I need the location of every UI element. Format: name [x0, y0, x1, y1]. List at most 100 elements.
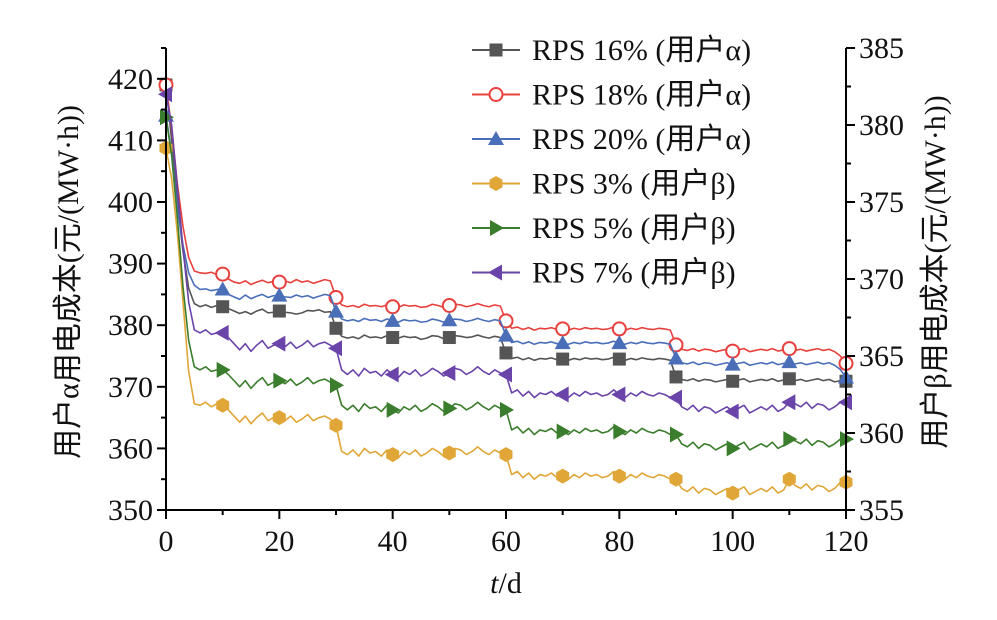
series-point: [385, 299, 401, 315]
series-point: [612, 468, 626, 484]
series-point: [783, 431, 798, 448]
x-tick-label: 80: [604, 525, 634, 558]
x-axis-title-italic: t: [490, 567, 499, 600]
series-point: [611, 386, 626, 403]
series-point: [499, 346, 513, 360]
y-right-tick-label: 360: [859, 417, 904, 450]
series-4: [160, 109, 854, 457]
legend-label: RPS 18% (用户α): [532, 79, 751, 112]
series-point: [499, 447, 513, 463]
series-point: [670, 426, 684, 443]
y-right-tick-label: 380: [859, 109, 904, 142]
series-point: [328, 303, 344, 318]
series-point: [272, 304, 286, 318]
y-right-tick-label: 365: [859, 340, 904, 373]
series-point: [216, 397, 230, 413]
series-point: [668, 350, 684, 365]
series-point: [726, 485, 740, 501]
series-point: [386, 401, 401, 418]
y-right-tick-label: 370: [859, 263, 904, 296]
series-3: [159, 140, 853, 501]
series-point: [272, 410, 286, 426]
y-right-tick-label: 385: [859, 32, 904, 65]
series-point: [782, 372, 796, 386]
series-point: [273, 372, 288, 389]
x-axis-title: t/d: [490, 567, 522, 600]
plot-area: [158, 77, 854, 501]
series-point: [498, 327, 514, 342]
legend-marker: [489, 43, 503, 57]
y-left-tick-label: 370: [108, 371, 153, 404]
series-point: [329, 417, 343, 433]
series-point: [442, 331, 456, 345]
x-axis-title-unit: /d: [499, 567, 522, 600]
legend-entry-0: RPS 16% (用户α): [472, 34, 751, 67]
series-point: [613, 423, 628, 440]
x-tick-label: 60: [491, 525, 521, 558]
series-point: [611, 335, 628, 350]
series-point: [386, 447, 400, 463]
legend-entry-2: RPS 20% (用户α): [472, 123, 751, 156]
series-point: [669, 471, 683, 487]
y-left-tick-label: 350: [108, 494, 153, 527]
y-right-axis-title: 用户β用电成本(元/(MW·h)): [919, 95, 952, 449]
series-point: [726, 440, 741, 457]
series-point: [330, 377, 344, 394]
series-point: [668, 337, 684, 353]
legend-label: RPS 16% (用户α): [532, 34, 751, 67]
series-point: [669, 370, 683, 384]
legend-marker: [489, 176, 503, 191]
series-point: [216, 361, 231, 378]
series-point: [724, 403, 739, 420]
series-point: [668, 389, 682, 406]
series-point: [781, 394, 796, 411]
series-point: [271, 335, 286, 352]
series-point: [384, 366, 399, 383]
legend-label: RPS 5% (用户β): [532, 212, 736, 245]
series-point: [216, 300, 230, 314]
x-tick-label: 100: [710, 525, 755, 558]
series-point: [441, 364, 456, 381]
series-point: [214, 324, 229, 341]
series-point: [554, 386, 569, 403]
x-tick-label: 120: [824, 525, 869, 558]
y-right-tick-label: 355: [859, 494, 904, 527]
series-point: [724, 356, 741, 371]
y-left-tick-label: 360: [108, 432, 153, 465]
legend-marker: [488, 264, 502, 281]
legend-label: RPS 3% (用户β): [532, 168, 736, 201]
series-point: [498, 366, 512, 383]
series-1: [158, 77, 854, 371]
series-point: [328, 340, 342, 357]
legend-marker: [490, 220, 504, 236]
legend-marker: [488, 131, 504, 145]
legend-entry-4: RPS 5% (用户β): [472, 212, 736, 245]
series-point: [271, 287, 288, 302]
series-point: [214, 281, 231, 296]
series-point: [611, 321, 627, 337]
series-point: [441, 312, 458, 327]
y-left-tick-label: 410: [108, 124, 153, 157]
series-point: [271, 274, 287, 290]
series-point: [386, 331, 400, 345]
series-point: [555, 321, 571, 337]
legend-entry-1: RPS 18% (用户α): [472, 79, 751, 112]
series-point: [500, 401, 514, 418]
series-point: [556, 423, 571, 440]
series-point: [384, 312, 401, 327]
y-left-axis-title: 用户α用电成本(元/(MW·h)): [52, 105, 85, 459]
legend: RPS 16% (用户α) RPS 18% (用户α) RPS 20% (用户α) R…: [472, 34, 751, 290]
x-tick-label: 20: [264, 525, 294, 558]
legend-entry-5: RPS 7% (用户β): [472, 257, 736, 290]
series-point: [781, 341, 797, 357]
series-point: [612, 352, 626, 366]
series-5: [158, 86, 852, 420]
y-left-tick-label: 400: [108, 186, 153, 219]
series-point: [726, 374, 740, 388]
y-left-tick-label: 420: [108, 63, 153, 96]
y-left-tick-label: 390: [108, 248, 153, 281]
legend-label: RPS 7% (用户β): [532, 257, 736, 290]
series-point: [442, 445, 456, 461]
series-point: [329, 321, 343, 335]
